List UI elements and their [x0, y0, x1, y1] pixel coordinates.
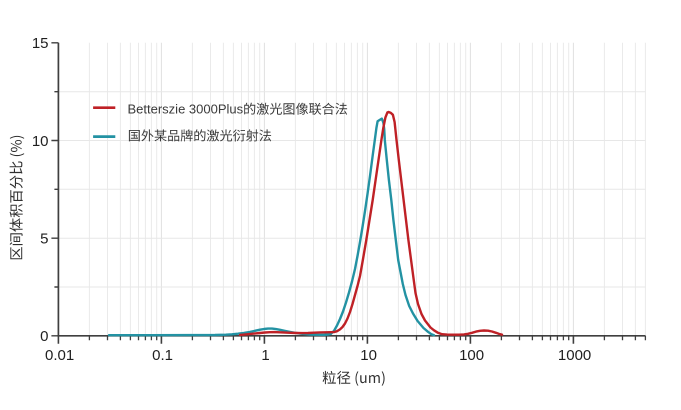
svg-text:5: 5 [40, 231, 48, 248]
svg-text:10: 10 [32, 133, 49, 150]
svg-text:1: 1 [261, 347, 269, 364]
svg-text:100: 100 [459, 347, 484, 364]
svg-text:0: 0 [40, 328, 48, 345]
svg-text:0.01: 0.01 [45, 347, 74, 364]
svg-text:Betterszie 3000Plus: Betterszie 3000Plus [128, 102, 244, 117]
svg-text:15: 15 [32, 35, 49, 52]
svg-text:1000: 1000 [558, 347, 591, 364]
svg-text:10: 10 [360, 347, 377, 364]
svg-text:0.1: 0.1 [152, 347, 173, 364]
